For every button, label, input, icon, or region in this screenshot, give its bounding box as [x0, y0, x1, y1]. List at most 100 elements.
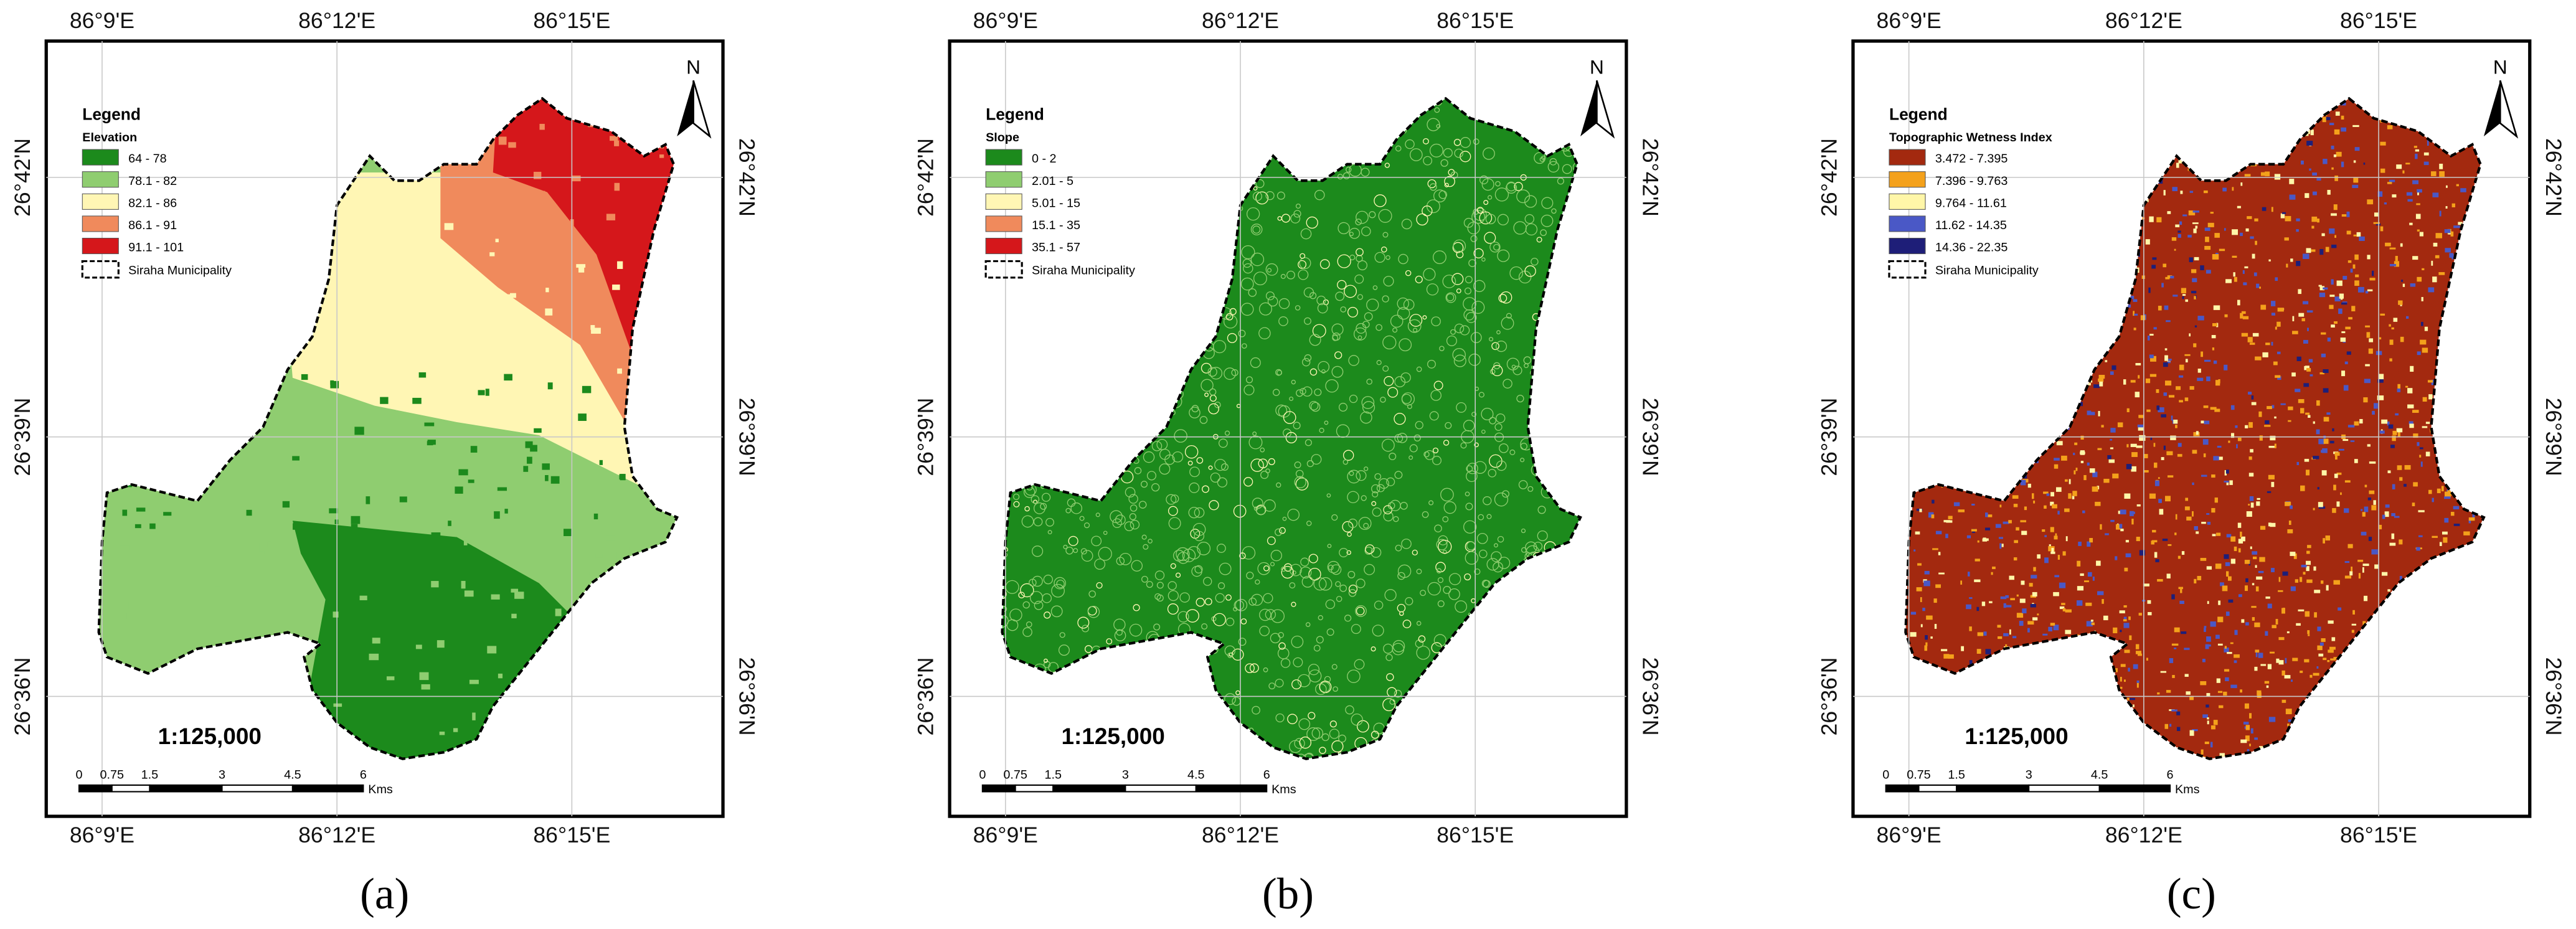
- speckle: [1521, 528, 1526, 534]
- speckle: [590, 325, 595, 330]
- speckle: [2182, 294, 2186, 296]
- speckle: [2300, 671, 2303, 673]
- speckle: [578, 413, 587, 421]
- speckle: [1040, 502, 1047, 510]
- speckle: [1297, 674, 1311, 687]
- speckle: [2230, 559, 2236, 564]
- speckle: [2271, 342, 2273, 346]
- speckle: [1445, 422, 1452, 429]
- speckle: [1031, 545, 1044, 557]
- speckle: [1242, 258, 1252, 268]
- speckle: [2164, 355, 2168, 361]
- speckle: [1339, 584, 1347, 592]
- speckle: [2175, 224, 2180, 227]
- speckle: [2380, 226, 2384, 232]
- speckle: [1476, 532, 1488, 544]
- speckle: [2179, 364, 2184, 370]
- speckle: [2400, 243, 2403, 247]
- speckle: [2143, 583, 2149, 587]
- speckle: [2252, 253, 2255, 259]
- speckle: [1179, 592, 1190, 603]
- speckle: [1943, 520, 1950, 522]
- speckle: [2354, 280, 2359, 286]
- speckle: [1423, 451, 1430, 458]
- speckle: [2321, 353, 2326, 357]
- speckle: [1276, 482, 1281, 488]
- speckle: [1311, 454, 1322, 465]
- speckle: [1371, 501, 1377, 506]
- scalebar-segment: [78, 784, 113, 793]
- speckle: [1489, 369, 1496, 375]
- speckle: [2277, 376, 2281, 380]
- speckle: [2235, 425, 2238, 428]
- speckle: [1068, 535, 1078, 546]
- latitude-label: 26°36'N: [913, 657, 938, 735]
- speckle: [1291, 379, 1296, 385]
- speckle: [1348, 584, 1358, 594]
- speckle: [1470, 332, 1482, 344]
- speckle: [1305, 622, 1311, 627]
- speckle: [1233, 504, 1247, 518]
- speckle: [2398, 300, 2403, 305]
- speckle: [2212, 323, 2218, 327]
- speckle: [2092, 471, 2098, 478]
- speckle: [2043, 491, 2049, 494]
- speckle: [1201, 623, 1208, 630]
- speckle: [453, 728, 458, 732]
- speckle: [1427, 179, 1437, 189]
- speckle: [1209, 367, 1223, 380]
- speckle: [1465, 502, 1473, 511]
- speckle: [2381, 572, 2388, 576]
- speckle: [2359, 236, 2365, 241]
- speckle: [2178, 587, 2184, 590]
- speckle: [1351, 713, 1363, 726]
- speckle: [2087, 462, 2090, 466]
- speckle: [1495, 341, 1507, 352]
- speckle: [1156, 582, 1164, 589]
- speckle: [2333, 484, 2336, 491]
- speckle: [2077, 586, 2084, 591]
- speckle: [1175, 572, 1181, 578]
- speckle: [2285, 215, 2291, 222]
- speckle: [1454, 148, 1464, 158]
- speckle: [2115, 668, 2118, 672]
- speckle: [1974, 559, 1980, 562]
- speckle: [2123, 379, 2126, 385]
- speckle: [2406, 192, 2413, 196]
- speckle: [1358, 517, 1372, 531]
- speckle: [1186, 609, 1199, 623]
- speckle: [2119, 524, 2123, 529]
- speckle: [2323, 159, 2328, 164]
- speckle: [1034, 600, 1044, 610]
- speckle: [2163, 190, 2166, 196]
- speckle: [2014, 540, 2018, 544]
- speckle: [2329, 295, 2335, 297]
- speckle: [154, 659, 160, 664]
- speckle: [1366, 298, 1379, 311]
- speckle: [2333, 204, 2338, 210]
- speckle: [491, 594, 500, 600]
- speckle: [293, 523, 302, 530]
- speckle: [1279, 527, 1286, 534]
- speckle: [2341, 214, 2347, 217]
- speckle: [1278, 316, 1288, 326]
- speckle: [564, 529, 572, 537]
- speckle: [2349, 571, 2353, 576]
- speckle: [495, 238, 499, 243]
- speckle: [1103, 531, 1108, 535]
- speckle: [2222, 585, 2228, 592]
- speckle: [1319, 747, 1326, 754]
- speckle: [2059, 606, 2065, 610]
- speckle: [1192, 522, 1206, 536]
- speckle: [1344, 615, 1352, 622]
- speckle: [1301, 357, 1311, 367]
- speckle: [1392, 639, 1405, 653]
- speckle: [2085, 602, 2092, 606]
- speckle: [2196, 531, 2199, 534]
- speckle: [1348, 589, 1357, 597]
- speckle: [1138, 501, 1147, 509]
- speckle: [2258, 653, 2263, 658]
- speckle: [1958, 509, 1965, 512]
- speckle: [1299, 257, 1311, 270]
- speckle: [2451, 203, 2456, 207]
